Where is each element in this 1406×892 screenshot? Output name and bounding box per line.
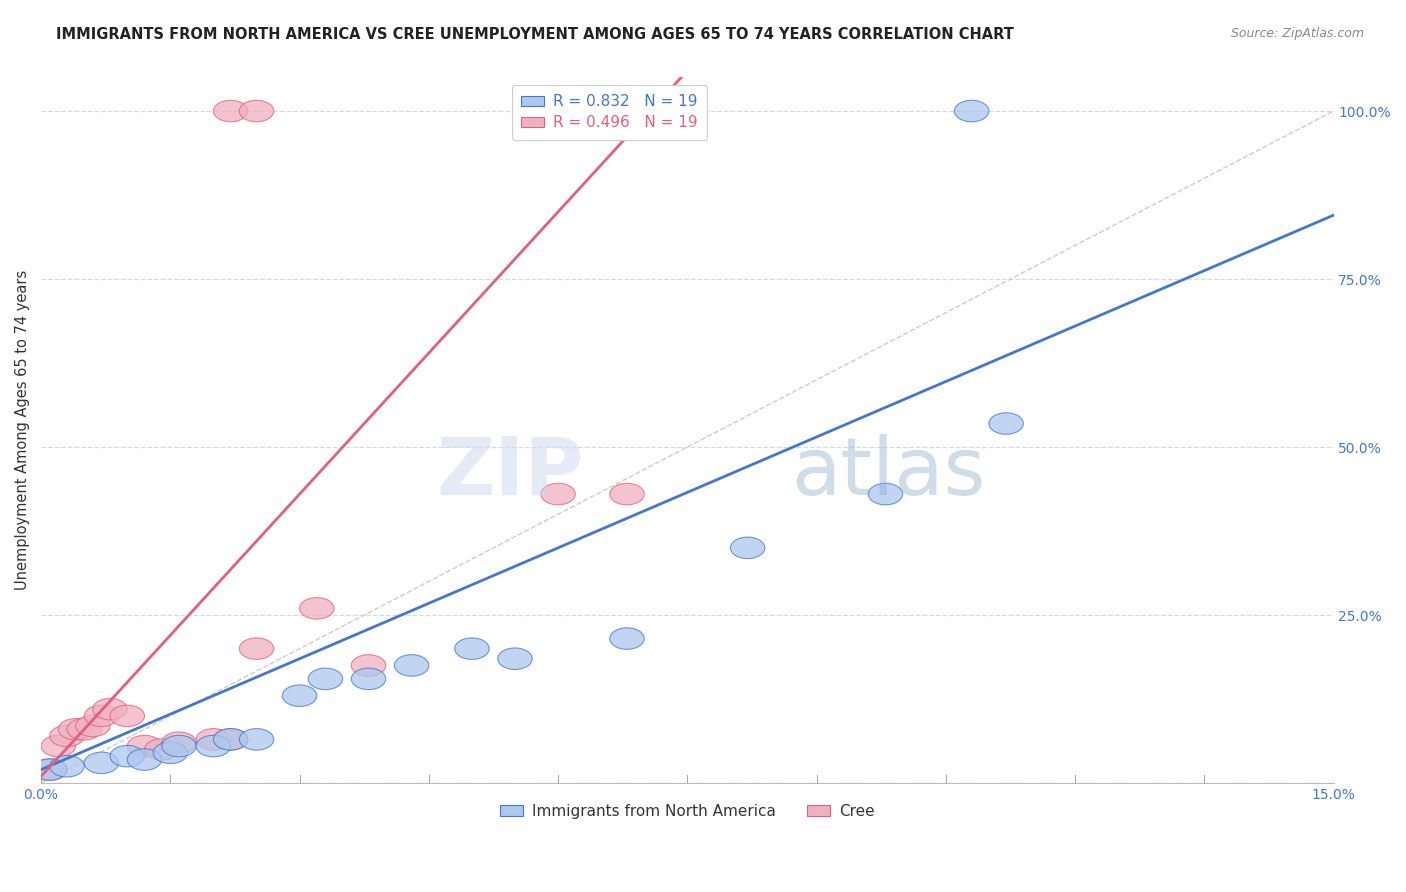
Ellipse shape xyxy=(214,729,247,750)
Ellipse shape xyxy=(128,748,162,771)
Ellipse shape xyxy=(41,735,76,756)
Ellipse shape xyxy=(32,759,67,780)
Ellipse shape xyxy=(162,735,197,756)
Ellipse shape xyxy=(299,598,335,619)
Legend: Immigrants from North America, Cree: Immigrants from North America, Cree xyxy=(494,797,880,825)
Ellipse shape xyxy=(84,705,118,727)
Y-axis label: Unemployment Among Ages 65 to 74 years: Unemployment Among Ages 65 to 74 years xyxy=(15,270,30,591)
Ellipse shape xyxy=(214,100,247,122)
Ellipse shape xyxy=(32,759,67,780)
Ellipse shape xyxy=(76,715,110,737)
Ellipse shape xyxy=(308,668,343,690)
Ellipse shape xyxy=(197,735,231,756)
Ellipse shape xyxy=(49,756,84,777)
Ellipse shape xyxy=(239,638,274,659)
Ellipse shape xyxy=(49,725,84,747)
Ellipse shape xyxy=(352,668,385,690)
Ellipse shape xyxy=(610,628,644,649)
Ellipse shape xyxy=(394,655,429,676)
Ellipse shape xyxy=(84,752,118,773)
Text: ZIP: ZIP xyxy=(437,434,583,512)
Ellipse shape xyxy=(454,638,489,659)
Ellipse shape xyxy=(128,735,162,756)
Ellipse shape xyxy=(988,413,1024,434)
Ellipse shape xyxy=(610,483,644,505)
Ellipse shape xyxy=(93,698,128,720)
Ellipse shape xyxy=(283,685,316,706)
Ellipse shape xyxy=(110,746,145,767)
Ellipse shape xyxy=(58,719,93,740)
Ellipse shape xyxy=(955,100,988,122)
Ellipse shape xyxy=(162,732,197,754)
Ellipse shape xyxy=(197,729,231,750)
Text: atlas: atlas xyxy=(790,434,986,512)
Ellipse shape xyxy=(67,719,101,740)
Ellipse shape xyxy=(110,705,145,727)
Text: Source: ZipAtlas.com: Source: ZipAtlas.com xyxy=(1230,27,1364,40)
Ellipse shape xyxy=(239,729,274,750)
Ellipse shape xyxy=(153,742,187,764)
Ellipse shape xyxy=(239,100,274,122)
Ellipse shape xyxy=(352,655,385,676)
Text: IMMIGRANTS FROM NORTH AMERICA VS CREE UNEMPLOYMENT AMONG AGES 65 TO 74 YEARS COR: IMMIGRANTS FROM NORTH AMERICA VS CREE UN… xyxy=(56,27,1014,42)
Ellipse shape xyxy=(730,537,765,558)
Ellipse shape xyxy=(541,483,575,505)
Ellipse shape xyxy=(145,739,179,760)
Ellipse shape xyxy=(869,483,903,505)
Ellipse shape xyxy=(498,648,533,670)
Ellipse shape xyxy=(214,729,247,750)
